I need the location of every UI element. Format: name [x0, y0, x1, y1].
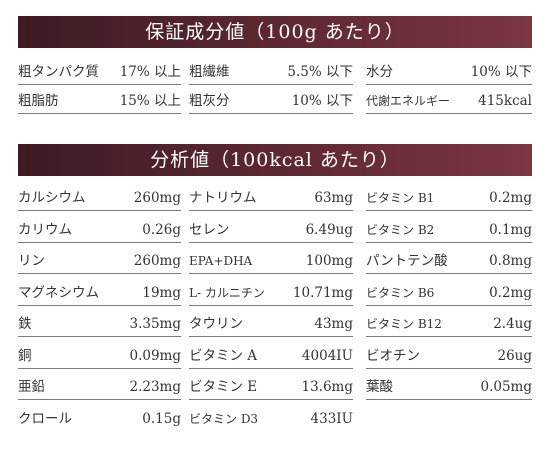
guarantee-value: 10% 以下 — [470, 64, 532, 80]
analysis-cell: リン 260mg — [18, 251, 181, 274]
analysis-label: クロール — [18, 410, 72, 427]
analysis-label: ビオチン — [366, 347, 420, 364]
analysis-label: ビタミン E — [189, 379, 258, 395]
analysis-label: ビタミン B6 — [366, 285, 435, 300]
analysis-label: EPA+DHA — [189, 254, 253, 268]
analysis-cell: ビタミン D3 433IU — [189, 409, 353, 431]
analysis-label: L- カルニチン — [189, 285, 265, 300]
analysis-value: 260mg — [133, 253, 181, 269]
analysis-value: 0.05mg — [480, 379, 532, 395]
analysis-title-banner: 分析値（100kcal あたり） — [18, 144, 532, 176]
analysis-cell: パントテン酸 0.8mg — [366, 251, 532, 274]
analysis-label: カリウム — [18, 221, 72, 238]
analysis-value: 0.09mg — [129, 347, 181, 364]
analysis-value: 6.49ug — [305, 221, 353, 238]
guarantee-title: 保証成分値（100g あたり） — [145, 21, 405, 43]
analysis-label: セレン — [189, 221, 230, 238]
analysis-value: 3.35mg — [129, 316, 181, 332]
analysis-cell: ビタミン B2 0.1mg — [366, 220, 532, 243]
analysis-label: リン — [18, 253, 45, 269]
analysis-cell: ビオチン 26ug — [366, 346, 532, 369]
analysis-value: 13.6mg — [301, 379, 353, 395]
analysis-label: ビタミン B1 — [366, 191, 435, 205]
analysis-title: 分析値（100kcal あたり） — [150, 149, 400, 171]
guarantee-cell: 粗脂肪 15% 以上 — [18, 91, 181, 114]
guarantee-label: 水分 — [366, 64, 393, 80]
guarantee-value: 15% 以上 — [119, 93, 181, 109]
analysis-cell: ビタミン B6 0.2mg — [366, 283, 532, 306]
analysis-value: 433IU — [310, 410, 353, 427]
analysis-label: ビタミン B2 — [366, 222, 435, 237]
analysis-cell: ビタミン B1 0.2mg — [366, 188, 532, 211]
analysis-value: 2.4ug — [493, 316, 532, 332]
guarantee-value: 5.5% 以下 — [287, 64, 353, 80]
analysis-value: 4004IU — [301, 347, 353, 364]
guarantee-value: 415kcal — [478, 93, 532, 109]
analysis-cell: ビタミン B12 2.4ug — [366, 314, 532, 337]
guarantee-label: 粗繊維 — [189, 64, 230, 80]
analysis-label: ビタミン A — [189, 347, 258, 364]
analysis-value: 260mg — [133, 190, 181, 206]
analysis-value: 26ug — [497, 347, 532, 364]
analysis-value: 0.8mg — [489, 253, 532, 269]
analysis-cell: マグネシウム 19mg — [18, 283, 181, 306]
analysis-label: 鉄 — [18, 316, 32, 332]
guarantee-label: 代謝エネルギー — [366, 94, 451, 108]
analysis-label: ビタミン D3 — [189, 411, 259, 426]
analysis-value: 0.1mg — [489, 221, 532, 238]
analysis-cell: 鉄 3.35mg — [18, 314, 181, 337]
analysis-value: 0.15g — [142, 410, 181, 427]
guarantee-cell: 代謝エネルギー 415kcal — [366, 91, 532, 114]
analysis-value: 0.26g — [142, 221, 181, 238]
analysis-value: 100mg — [305, 253, 353, 269]
analysis-cell: カルシウム 260mg — [18, 188, 181, 211]
analysis-cell: ビタミン E 13.6mg — [189, 377, 353, 400]
analysis-label: カルシウム — [18, 190, 86, 206]
analysis-label: 銅 — [18, 347, 32, 364]
guarantee-title-banner: 保証成分値（100g あたり） — [18, 16, 532, 48]
analysis-cell: セレン 6.49ug — [189, 220, 353, 243]
analysis-cell: カリウム 0.26g — [18, 220, 181, 243]
analysis-cell: タウリン 43mg — [189, 314, 353, 337]
analysis-value: 43mg — [314, 316, 353, 332]
analysis-value: 0.2mg — [489, 190, 532, 206]
analysis-value: 0.2mg — [489, 284, 532, 301]
analysis-label: パントテン酸 — [366, 253, 448, 269]
guarantee-cell: 粗タンパク質 17% 以上 — [18, 62, 181, 85]
analysis-cell: クロール 0.15g — [18, 409, 181, 431]
analysis-cell: EPA+DHA 100mg — [189, 251, 353, 274]
analysis-cell: ナトリウム 63mg — [189, 188, 353, 211]
guarantee-cell: 水分 10% 以下 — [366, 62, 532, 85]
analysis-cell: ビタミン A 4004IU — [189, 346, 353, 369]
analysis-label: 葉酸 — [366, 379, 393, 395]
analysis-value: 19mg — [142, 284, 181, 301]
analysis-value: 10.71mg — [292, 284, 353, 301]
guarantee-label: 粗タンパク質 — [18, 64, 99, 80]
analysis-label: ナトリウム — [189, 190, 257, 206]
analysis-cell: L- カルニチン 10.71mg — [189, 283, 353, 306]
guarantee-label: 粗灰分 — [189, 93, 230, 109]
guarantee-cell: 粗繊維 5.5% 以下 — [189, 62, 353, 85]
analysis-label: タウリン — [189, 316, 243, 332]
guarantee-cell: 粗灰分 10% 以下 — [189, 91, 353, 114]
analysis-value: 63mg — [314, 190, 353, 206]
analysis-value: 2.23mg — [129, 379, 181, 395]
guarantee-label: 粗脂肪 — [18, 93, 59, 109]
guarantee-value: 10% 以下 — [291, 93, 353, 109]
analysis-cell: 亜鉛 2.23mg — [18, 377, 181, 400]
analysis-cell: 葉酸 0.05mg — [366, 377, 532, 400]
analysis-cell: 銅 0.09mg — [18, 346, 181, 369]
analysis-label: ビタミン B12 — [366, 317, 442, 331]
guarantee-value: 17% 以上 — [119, 64, 181, 80]
analysis-label: マグネシウム — [18, 284, 99, 301]
analysis-label: 亜鉛 — [18, 379, 45, 395]
